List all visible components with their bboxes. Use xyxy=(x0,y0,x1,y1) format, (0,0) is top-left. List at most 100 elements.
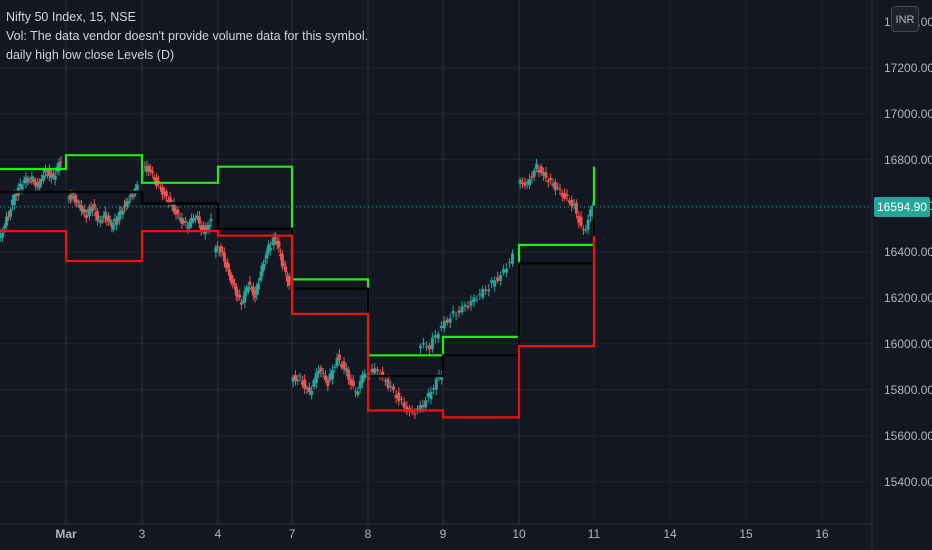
x-tick-label: 8 xyxy=(365,527,372,541)
candle-body xyxy=(270,241,274,243)
candle-body xyxy=(433,335,437,338)
candle-body xyxy=(205,225,209,230)
candle-body xyxy=(511,253,515,264)
last-price-label: 16594.90 xyxy=(877,200,927,214)
candle-body xyxy=(43,168,47,173)
currency-button[interactable]: INR xyxy=(891,6,919,32)
candle-body xyxy=(293,375,297,382)
candle-body xyxy=(258,277,262,281)
candle-body xyxy=(72,193,76,195)
candle-body xyxy=(129,194,133,197)
candle-body xyxy=(76,202,80,204)
x-tick-label: 10 xyxy=(512,527,526,541)
x-tick-label: 4 xyxy=(215,527,222,541)
x-tick-label: 7 xyxy=(289,527,296,541)
candle-body xyxy=(158,187,162,189)
candle-body xyxy=(1,233,5,237)
candle-body xyxy=(546,180,550,182)
candle-body xyxy=(484,289,488,291)
candle-body xyxy=(434,378,438,390)
candle-body xyxy=(207,224,211,230)
candle-body xyxy=(307,387,311,393)
candle-body xyxy=(402,402,406,408)
candle-body xyxy=(99,221,103,223)
candle-body xyxy=(442,321,446,329)
candle-body xyxy=(107,216,111,221)
candle-body xyxy=(243,291,247,303)
candle-body xyxy=(151,171,155,173)
candle-body xyxy=(579,216,583,226)
levels-layer xyxy=(0,154,872,419)
candle-body xyxy=(319,367,323,372)
candle-body xyxy=(451,311,455,314)
indicator-label[interactable]: daily high low close Levels (D) xyxy=(6,48,175,62)
candle-body xyxy=(45,174,49,176)
y-tick-label: 16800.00 xyxy=(884,153,932,167)
candle-body xyxy=(386,378,390,389)
candle-body xyxy=(262,263,266,270)
candle-body xyxy=(279,253,283,257)
candle-body xyxy=(153,177,157,181)
candle-body xyxy=(591,205,595,216)
candle-body xyxy=(502,269,506,273)
candle-body xyxy=(226,262,230,269)
volume-note: Vol: The data vendor doesn't provide vol… xyxy=(6,29,369,43)
candle-body xyxy=(130,195,134,197)
y-tick-label: 17200.00 xyxy=(884,61,932,75)
candle-body xyxy=(172,202,176,212)
candle-body xyxy=(558,189,562,191)
x-tick-label: 15 xyxy=(739,527,753,541)
candle-body xyxy=(493,280,497,287)
candle-body xyxy=(542,172,546,176)
candle-body xyxy=(42,175,46,181)
candle-body xyxy=(214,247,218,253)
candle-body xyxy=(115,219,119,225)
candle-body xyxy=(581,229,585,231)
candle-body xyxy=(217,251,221,253)
candle-body xyxy=(124,201,128,207)
candle-body xyxy=(57,162,61,172)
candle-body xyxy=(300,380,304,385)
candle-body xyxy=(236,294,240,297)
candle-body xyxy=(8,209,12,217)
candle-body xyxy=(342,361,346,369)
candle-body xyxy=(418,405,422,411)
candle-body xyxy=(30,176,34,180)
candle-body xyxy=(310,390,314,396)
candle-body xyxy=(567,200,571,203)
candle-body xyxy=(421,404,425,408)
candle-body xyxy=(363,373,367,378)
candle-body xyxy=(532,170,536,177)
candle-body xyxy=(586,219,590,230)
candle-body xyxy=(518,179,522,184)
x-tick-label: 9 xyxy=(440,527,447,541)
y-tick-label: 16000.00 xyxy=(884,337,932,351)
candle-body xyxy=(234,286,238,296)
candle-body xyxy=(246,287,250,293)
candle-body xyxy=(521,182,525,184)
candle-body xyxy=(499,275,503,281)
candle-body xyxy=(426,392,430,398)
candle-body xyxy=(0,234,3,239)
candle-body xyxy=(108,220,112,223)
candle-body xyxy=(397,392,401,402)
candle-body xyxy=(186,227,190,229)
candle-body xyxy=(391,386,395,390)
candle-body xyxy=(478,294,482,296)
candle-body xyxy=(560,193,564,197)
candle-body xyxy=(36,183,40,185)
candle-body xyxy=(192,219,196,221)
symbol-title[interactable]: Nifty 50 Index, 15, NSE xyxy=(6,10,136,24)
candle-body xyxy=(280,253,284,267)
candle-body xyxy=(285,275,289,282)
candle-body xyxy=(448,318,452,323)
candle-body xyxy=(439,326,443,328)
candle-body xyxy=(94,212,98,216)
candle-body xyxy=(49,173,53,178)
candle-body xyxy=(463,304,467,307)
candle-body xyxy=(47,169,51,177)
candle-body xyxy=(475,299,479,301)
x-tick-label: 3 xyxy=(139,527,146,541)
